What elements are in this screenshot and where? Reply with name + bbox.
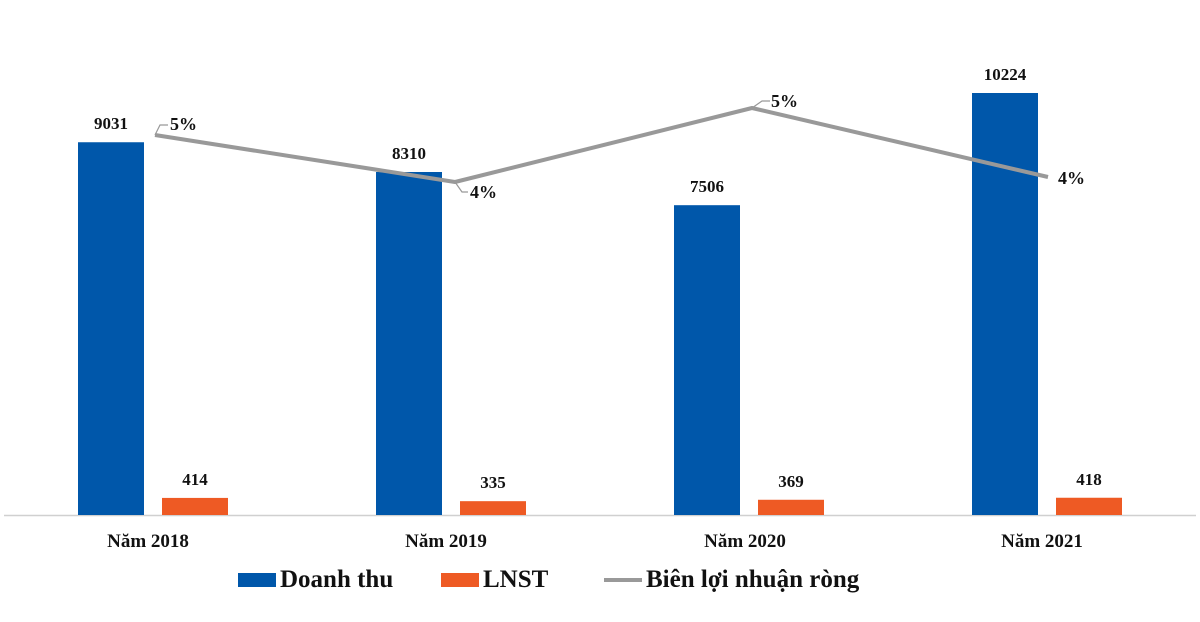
data-label-lnst: 418 xyxy=(1076,469,1102,489)
category-label: Năm 2018 xyxy=(107,531,189,552)
legend-swatch-orange-icon xyxy=(441,573,479,587)
data-label-lnst: 335 xyxy=(480,473,506,493)
legend-label: LNST xyxy=(483,566,549,593)
legend: Doanh thu LNST Biên lợi nhuận ròng xyxy=(0,562,1200,598)
leader-line xyxy=(154,124,168,136)
line-bien-loi-nhuan xyxy=(154,106,1049,184)
legend-item-doanh-thu: Doanh thu xyxy=(238,562,393,598)
data-label-lnst: 369 xyxy=(778,471,804,491)
legend-label: Biên lợi nhuận ròng xyxy=(646,566,860,593)
data-label-doanh-thu: 8310 xyxy=(392,144,426,163)
data-label-bien-loi-nhuan: 5% xyxy=(771,91,798,111)
bar-doanh-thu xyxy=(674,205,740,515)
legend-item-bien-loi-nhuan: Biên lợi nhuận ròng xyxy=(604,562,859,598)
legend-swatch-blue-icon xyxy=(238,573,276,587)
data-label-bien-loi-nhuan: 4% xyxy=(470,182,497,202)
leader-line xyxy=(454,181,468,193)
legend-line-gray-icon xyxy=(604,578,642,582)
bar-doanh-thu xyxy=(972,93,1038,515)
category-label: Năm 2019 xyxy=(405,531,487,552)
category-label: Năm 2021 xyxy=(1001,531,1083,552)
bar-lnst xyxy=(758,499,824,515)
data-label-doanh-thu: 9031 xyxy=(94,114,128,134)
bar-lnst xyxy=(1056,497,1122,515)
data-label-lnst: 414 xyxy=(182,469,208,489)
legend-label: Doanh thu xyxy=(280,566,394,593)
bar-doanh-thu xyxy=(376,172,442,516)
leader-line xyxy=(751,100,770,109)
bar-lnst xyxy=(162,497,228,515)
data-label-doanh-thu: 7506 xyxy=(690,177,724,197)
data-label-doanh-thu: 10224 xyxy=(983,65,1027,84)
data-label-bien-loi-nhuan: 4% xyxy=(1058,168,1085,188)
data-label-bien-loi-nhuan: 5% xyxy=(170,114,197,134)
bar-doanh-thu xyxy=(78,142,144,516)
legend-item-lnst: LNST xyxy=(441,562,548,598)
bar-lnst xyxy=(460,501,526,515)
category-label: Năm 2020 xyxy=(704,531,786,552)
